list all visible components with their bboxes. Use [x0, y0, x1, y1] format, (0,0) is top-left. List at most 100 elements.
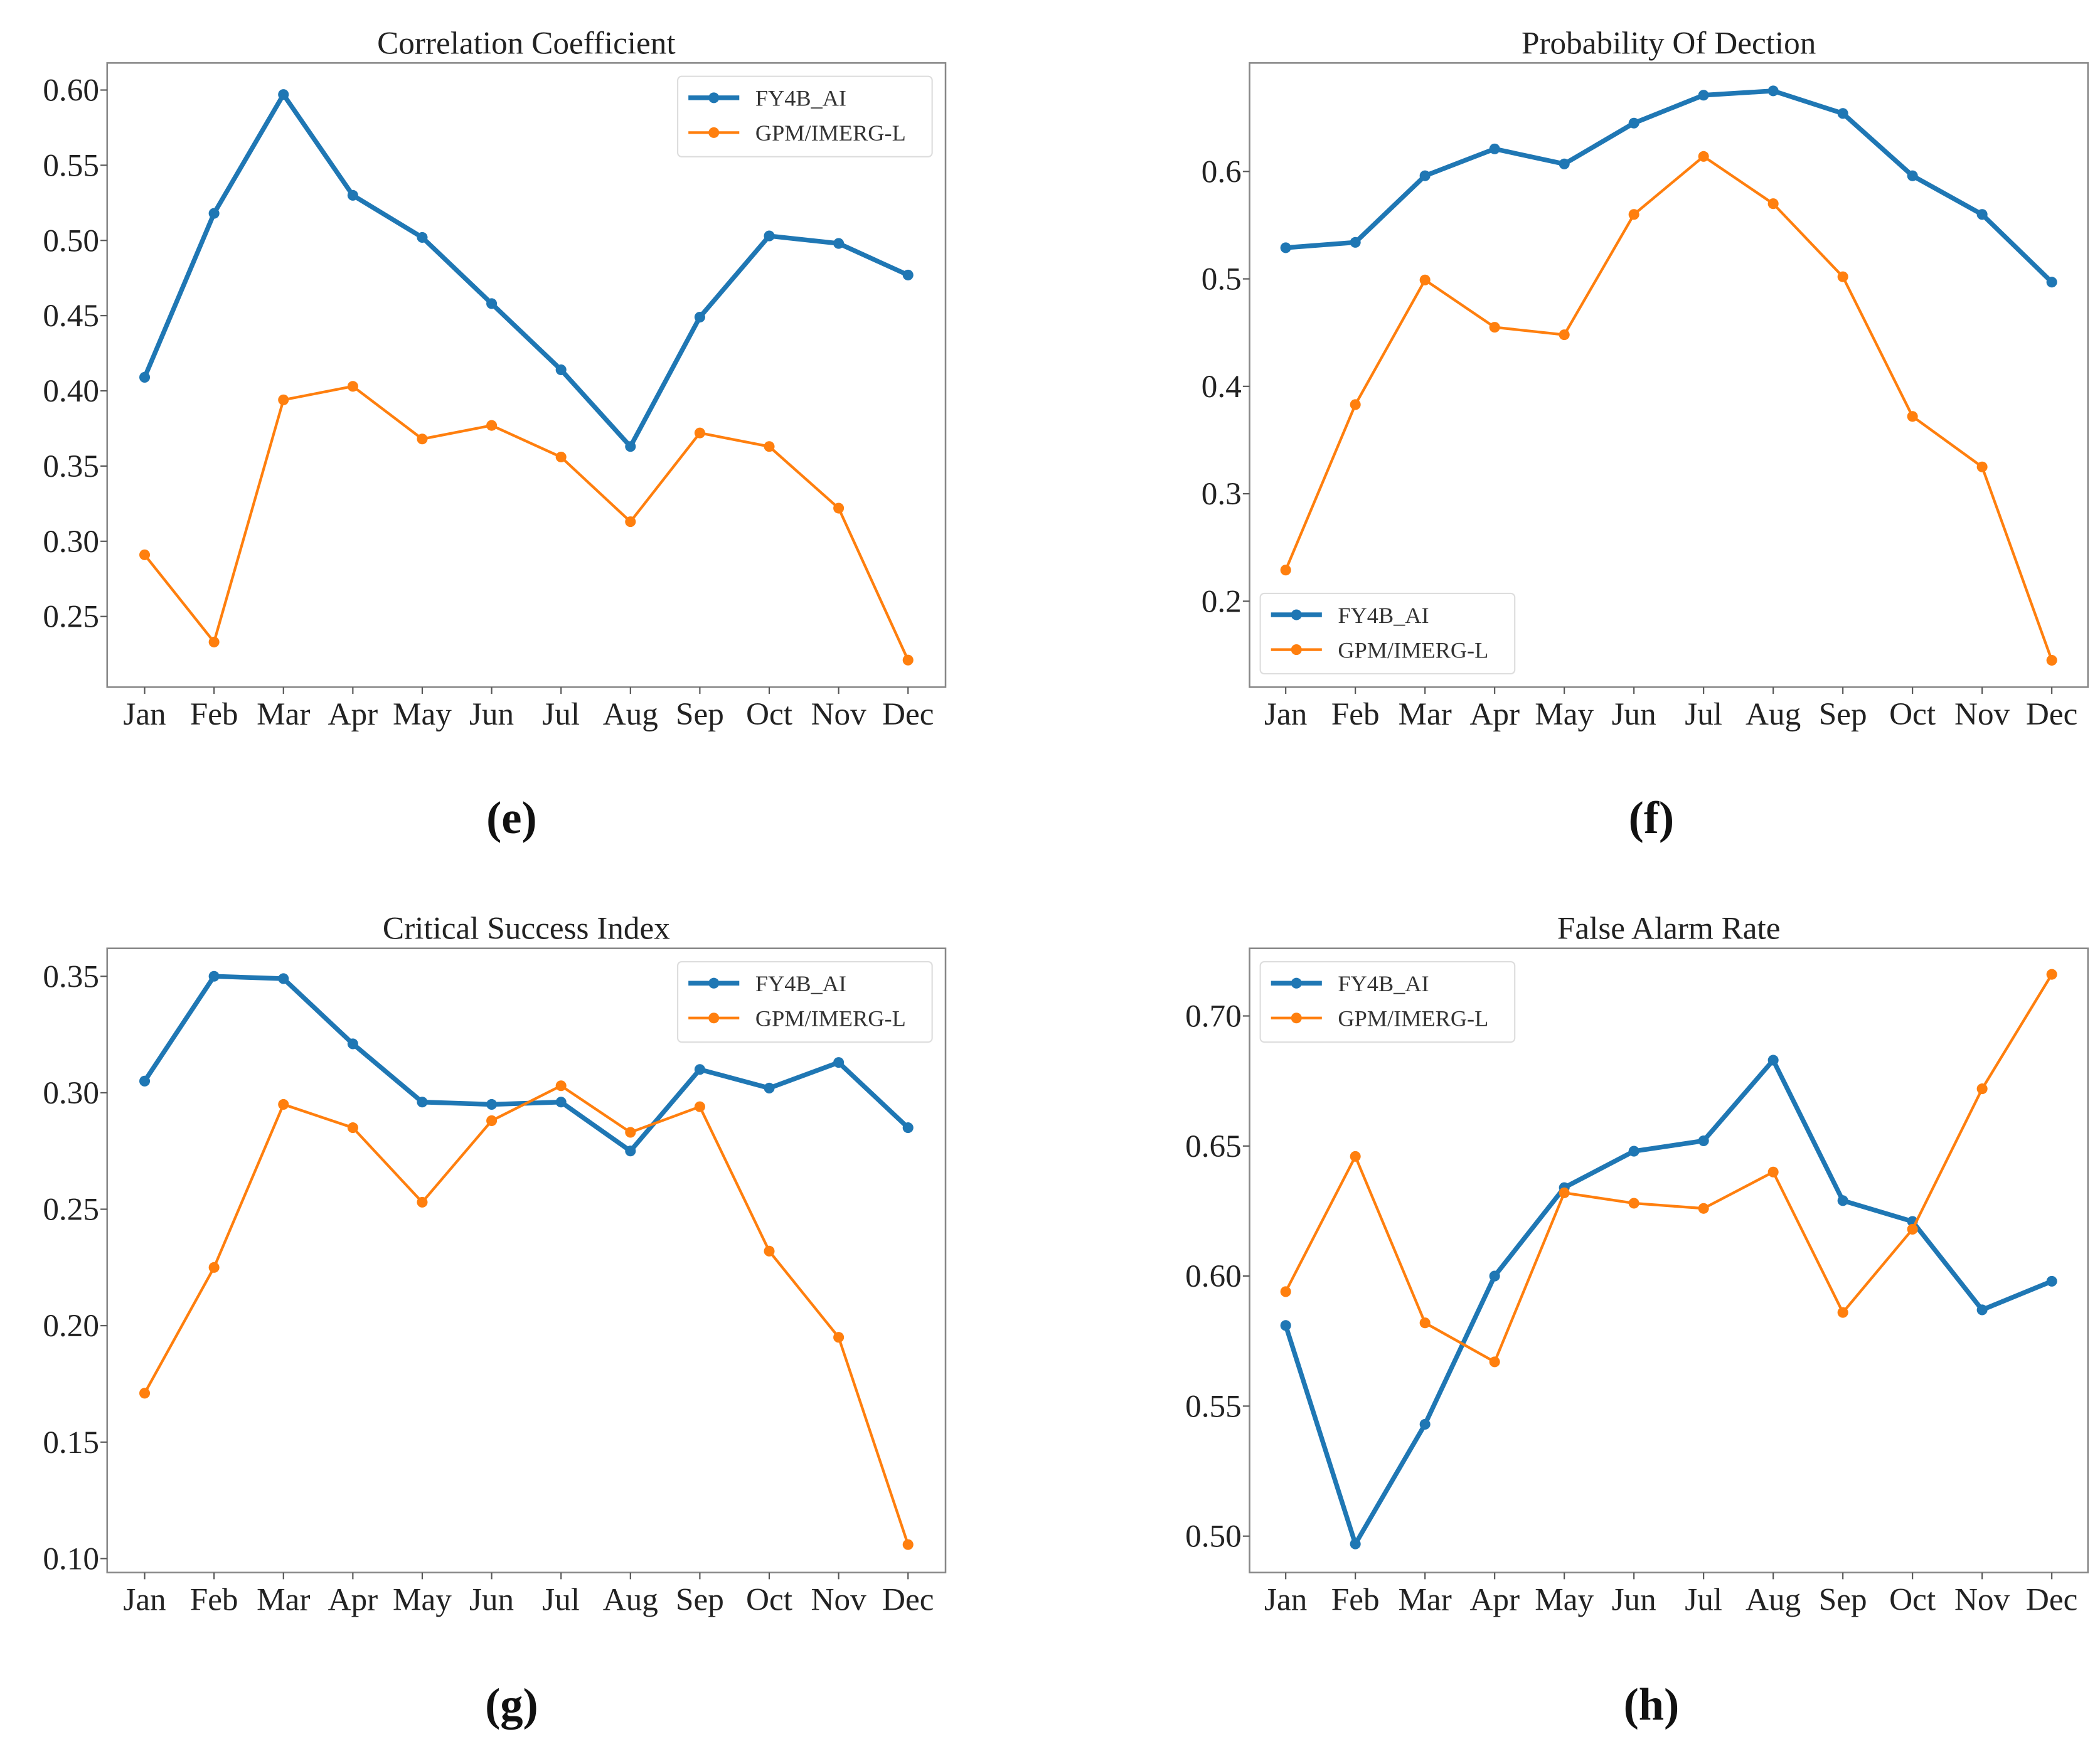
legend-box	[677, 75, 933, 157]
series-line-gpm-imerg-l	[1284, 155, 2054, 661]
data-point	[833, 1057, 845, 1068]
data-point	[347, 381, 358, 392]
x-tick-label: Jul	[1685, 1582, 1722, 1617]
x-tick-label: Mar	[1399, 1582, 1452, 1617]
chart-panel-f: Probability Of Dection 0.2 0.3 0.4 0.5 0.6 Jan…	[1202, 25, 2089, 843]
data-point	[1489, 1270, 1500, 1282]
series-line-gpm-imerg-l	[143, 385, 910, 661]
y-tick-label: 0.55	[1185, 1388, 1242, 1424]
legend-label: GPM/IMERG-L	[755, 1006, 906, 1031]
data-point	[1767, 1166, 1779, 1178]
data-point	[764, 230, 775, 242]
data-point	[1280, 1320, 1291, 1331]
data-point	[486, 298, 498, 309]
data-point	[625, 441, 636, 452]
data-point	[1837, 1195, 1848, 1206]
x-tick-label: Apr	[328, 696, 378, 732]
chart-title: Correlation Coefficient	[377, 25, 675, 61]
data-point	[1419, 1418, 1431, 1430]
data-point	[347, 1122, 358, 1134]
data-point	[1698, 1203, 1709, 1214]
x-tick-label: Nov	[1954, 696, 2010, 732]
data-point	[417, 433, 428, 445]
data-point	[694, 1101, 705, 1112]
data-point	[833, 1332, 845, 1343]
series-line-gpm-imerg-l	[1284, 974, 2053, 1364]
y-tick-label: 0.35	[43, 959, 99, 994]
y-tick-label: 0.15	[43, 1425, 99, 1460]
y-tick-label: 0.30	[43, 1075, 99, 1111]
series-line-fy4b-ai	[142, 92, 909, 449]
data-point	[1419, 274, 1431, 285]
data-point	[278, 1098, 289, 1110]
x-tick-label: Feb	[1331, 696, 1380, 732]
data-point	[902, 654, 914, 666]
data-point	[902, 1539, 914, 1550]
data-point	[833, 502, 845, 514]
data-point	[347, 189, 358, 201]
data-point	[1350, 399, 1361, 410]
x-tick-label: Feb	[190, 1582, 238, 1617]
data-point	[694, 1064, 705, 1075]
y-tick-label: 0.20	[43, 1308, 99, 1344]
x-tick-label: Apr	[1469, 696, 1520, 732]
x-tick-label: Oct	[1889, 696, 1936, 732]
x-tick-label: Jan	[1264, 1582, 1307, 1617]
x-tick-label: Sep	[676, 696, 724, 732]
panel-label: (f)	[1629, 792, 1675, 843]
data-point	[1350, 237, 1361, 248]
y-tick-label: 0.45	[43, 298, 99, 334]
data-point	[278, 973, 289, 984]
x-tick-label: Aug	[603, 696, 658, 732]
legend-label: FY4B_AI	[1338, 603, 1429, 628]
data-point	[1559, 1187, 1570, 1198]
legend-box	[1259, 960, 1516, 1043]
x-tick-label: Aug	[1746, 1582, 1801, 1617]
data-point	[2046, 277, 2057, 288]
data-point	[417, 231, 428, 243]
data-point	[902, 1122, 914, 1134]
y-tick-label: 0.70	[1185, 999, 1242, 1034]
x-tick-label: May	[1535, 696, 1594, 732]
data-point	[1280, 1286, 1291, 1297]
legend-swatch-marker	[708, 977, 720, 989]
x-tick-label: Aug	[1746, 696, 1801, 732]
x-tick-label: Apr	[1469, 1582, 1520, 1617]
x-tick-label: Sep	[676, 1582, 724, 1617]
data-point	[1907, 411, 1918, 422]
data-point	[555, 1080, 567, 1092]
y-tick-label: 0.4	[1202, 369, 1242, 405]
x-tick-label: Mar	[257, 1582, 310, 1617]
data-point	[625, 516, 636, 528]
plot-frame	[106, 62, 947, 688]
x-tick-label: Feb	[190, 696, 238, 732]
y-tick-label: 0.25	[43, 599, 99, 635]
data-point	[1628, 1146, 1639, 1157]
legend: FY4B_AI GPM/IMERG-L	[677, 75, 933, 157]
x-tick-label: Dec	[882, 696, 934, 732]
data-point	[555, 451, 567, 463]
data-point	[347, 1038, 358, 1050]
data-point	[555, 364, 567, 375]
x-tick-label: Apr	[328, 1582, 378, 1617]
data-point	[2046, 654, 2057, 666]
legend-swatch-marker	[1291, 1013, 1302, 1024]
x-tick-label: Jan	[123, 1582, 166, 1617]
y-tick-label: 0.30	[43, 524, 99, 560]
x-tick-label: Nov	[811, 696, 867, 732]
x-tick-label: Dec	[2026, 1582, 2077, 1617]
legend-label: GPM/IMERG-L	[755, 120, 906, 146]
data-point	[417, 1097, 428, 1108]
data-point	[1559, 158, 1570, 169]
data-point	[764, 441, 775, 452]
x-tick-label: Jun	[469, 696, 514, 732]
data-point	[1628, 209, 1639, 220]
data-point	[902, 269, 914, 280]
data-point	[1837, 1307, 1848, 1318]
y-tick-label: 0.5	[1202, 262, 1242, 297]
plot-frame	[1249, 947, 2089, 1573]
y-tick-label: 0.55	[43, 147, 99, 183]
x-tick-label: Jun	[1612, 1582, 1656, 1617]
data-point	[1698, 90, 1709, 101]
plot-frame	[1249, 62, 2089, 688]
